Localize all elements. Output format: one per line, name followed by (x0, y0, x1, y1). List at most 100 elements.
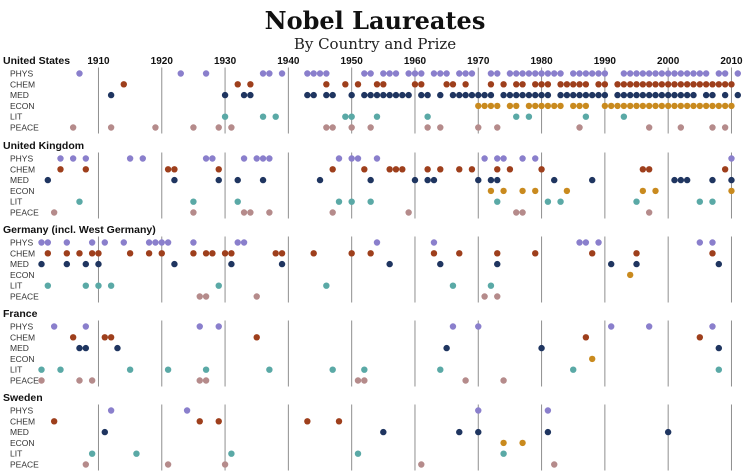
laureate-dot (392, 70, 400, 77)
laureate-dot (456, 70, 463, 77)
laureate-dot (253, 155, 260, 162)
laureate-dot (481, 155, 488, 162)
laureate-dot (329, 91, 336, 99)
laureate-dot (50, 209, 58, 216)
laureate-dot (620, 81, 628, 88)
category-label: CHEM (10, 332, 35, 342)
laureate-dot (721, 166, 729, 173)
laureate-dot (304, 70, 311, 77)
laureate-dot (310, 70, 317, 77)
laureate-dot (215, 166, 222, 173)
laureate-dot (234, 176, 241, 184)
laureate-dot (443, 344, 450, 352)
laureate-dot (608, 260, 615, 268)
laureate-dot (645, 102, 653, 110)
laureate-dot (278, 70, 286, 77)
laureate-dot (683, 91, 691, 99)
category-label: MED (10, 90, 29, 100)
laureate-dot (576, 102, 583, 110)
laureate-dot (354, 377, 362, 384)
laureate-dot (525, 102, 533, 110)
country-label: United Kingdom (3, 140, 84, 152)
laureate-dot (202, 250, 210, 257)
laureate-dot (702, 102, 710, 110)
laureate-dot (677, 81, 685, 88)
laureate-dot (348, 155, 355, 162)
laureate-dot (487, 187, 495, 195)
laureate-dot (120, 81, 127, 88)
laureate-dot (323, 81, 330, 88)
laureate-dot (690, 70, 697, 77)
laureate-dot (595, 81, 602, 88)
laureate-dot (563, 81, 571, 88)
laureate-dot (715, 260, 723, 268)
laureate-dot (645, 209, 653, 216)
laureate-dot (671, 91, 678, 99)
laureate-dot (114, 344, 121, 352)
laureate-dot (361, 70, 368, 77)
laureate-dot (462, 70, 469, 77)
laureate-dot (247, 91, 254, 99)
laureate-dot (202, 70, 210, 77)
category-label: PEACE (10, 292, 39, 302)
laureate-dot (133, 450, 140, 457)
laureate-dot (221, 461, 229, 468)
laureate-dot (690, 81, 697, 88)
laureate-dot (658, 91, 666, 99)
laureate-dot (721, 81, 729, 88)
laureate-dot (608, 323, 615, 330)
laureate-dot (557, 102, 564, 110)
laureate-dot (677, 124, 685, 131)
laureate-dot (696, 334, 704, 341)
laureate-dot (690, 91, 697, 99)
laureate-dot (544, 198, 552, 205)
category-label: PHYS (10, 69, 33, 79)
laureate-dot (633, 102, 640, 110)
laureate-dot (709, 250, 716, 257)
laureate-dot (702, 70, 710, 77)
laureate-dot (715, 81, 723, 88)
laureate-dot (595, 91, 602, 99)
laureate-dot (342, 113, 349, 120)
laureate-dot (316, 70, 324, 77)
laureate-dot (126, 250, 134, 257)
category-label: MED (10, 343, 29, 353)
laureate-dot (728, 81, 735, 88)
category-label: MED (10, 259, 29, 269)
laureate-dot (664, 81, 672, 88)
laureate-dot (183, 407, 191, 414)
laureate-dot (715, 366, 723, 373)
laureate-dot (715, 70, 723, 77)
laureate-dot (386, 91, 393, 99)
laureate-dot (589, 176, 596, 184)
laureate-dot (323, 282, 330, 289)
year-tick-label: 1990 (594, 56, 617, 67)
laureate-dot (247, 209, 254, 216)
laureate-dot (652, 70, 659, 77)
laureate-dot (335, 418, 343, 425)
laureate-dot (101, 334, 109, 341)
laureate-dot (639, 81, 647, 88)
laureate-dot (658, 70, 666, 77)
laureate-dot (418, 91, 425, 99)
laureate-dot (120, 239, 127, 246)
laureate-dot (424, 91, 431, 99)
laureate-dot (702, 91, 710, 99)
laureate-dot (367, 91, 374, 99)
laureate-dot (734, 91, 741, 99)
laureate-dot (513, 91, 520, 99)
laureate-dot (677, 91, 685, 99)
laureate-dot (101, 239, 109, 246)
laureate-dot (405, 209, 412, 216)
laureate-dot (126, 366, 134, 373)
laureate-dot (513, 70, 520, 77)
laureate-dot (709, 323, 716, 330)
category-label: MED (10, 427, 29, 437)
laureate-dot (544, 102, 552, 110)
laureate-dot (411, 81, 419, 88)
laureate-dot (664, 102, 672, 110)
laureate-dot (190, 239, 197, 246)
laureate-dot (361, 166, 368, 173)
laureate-dot (272, 113, 279, 120)
laureate-dot (576, 124, 583, 131)
